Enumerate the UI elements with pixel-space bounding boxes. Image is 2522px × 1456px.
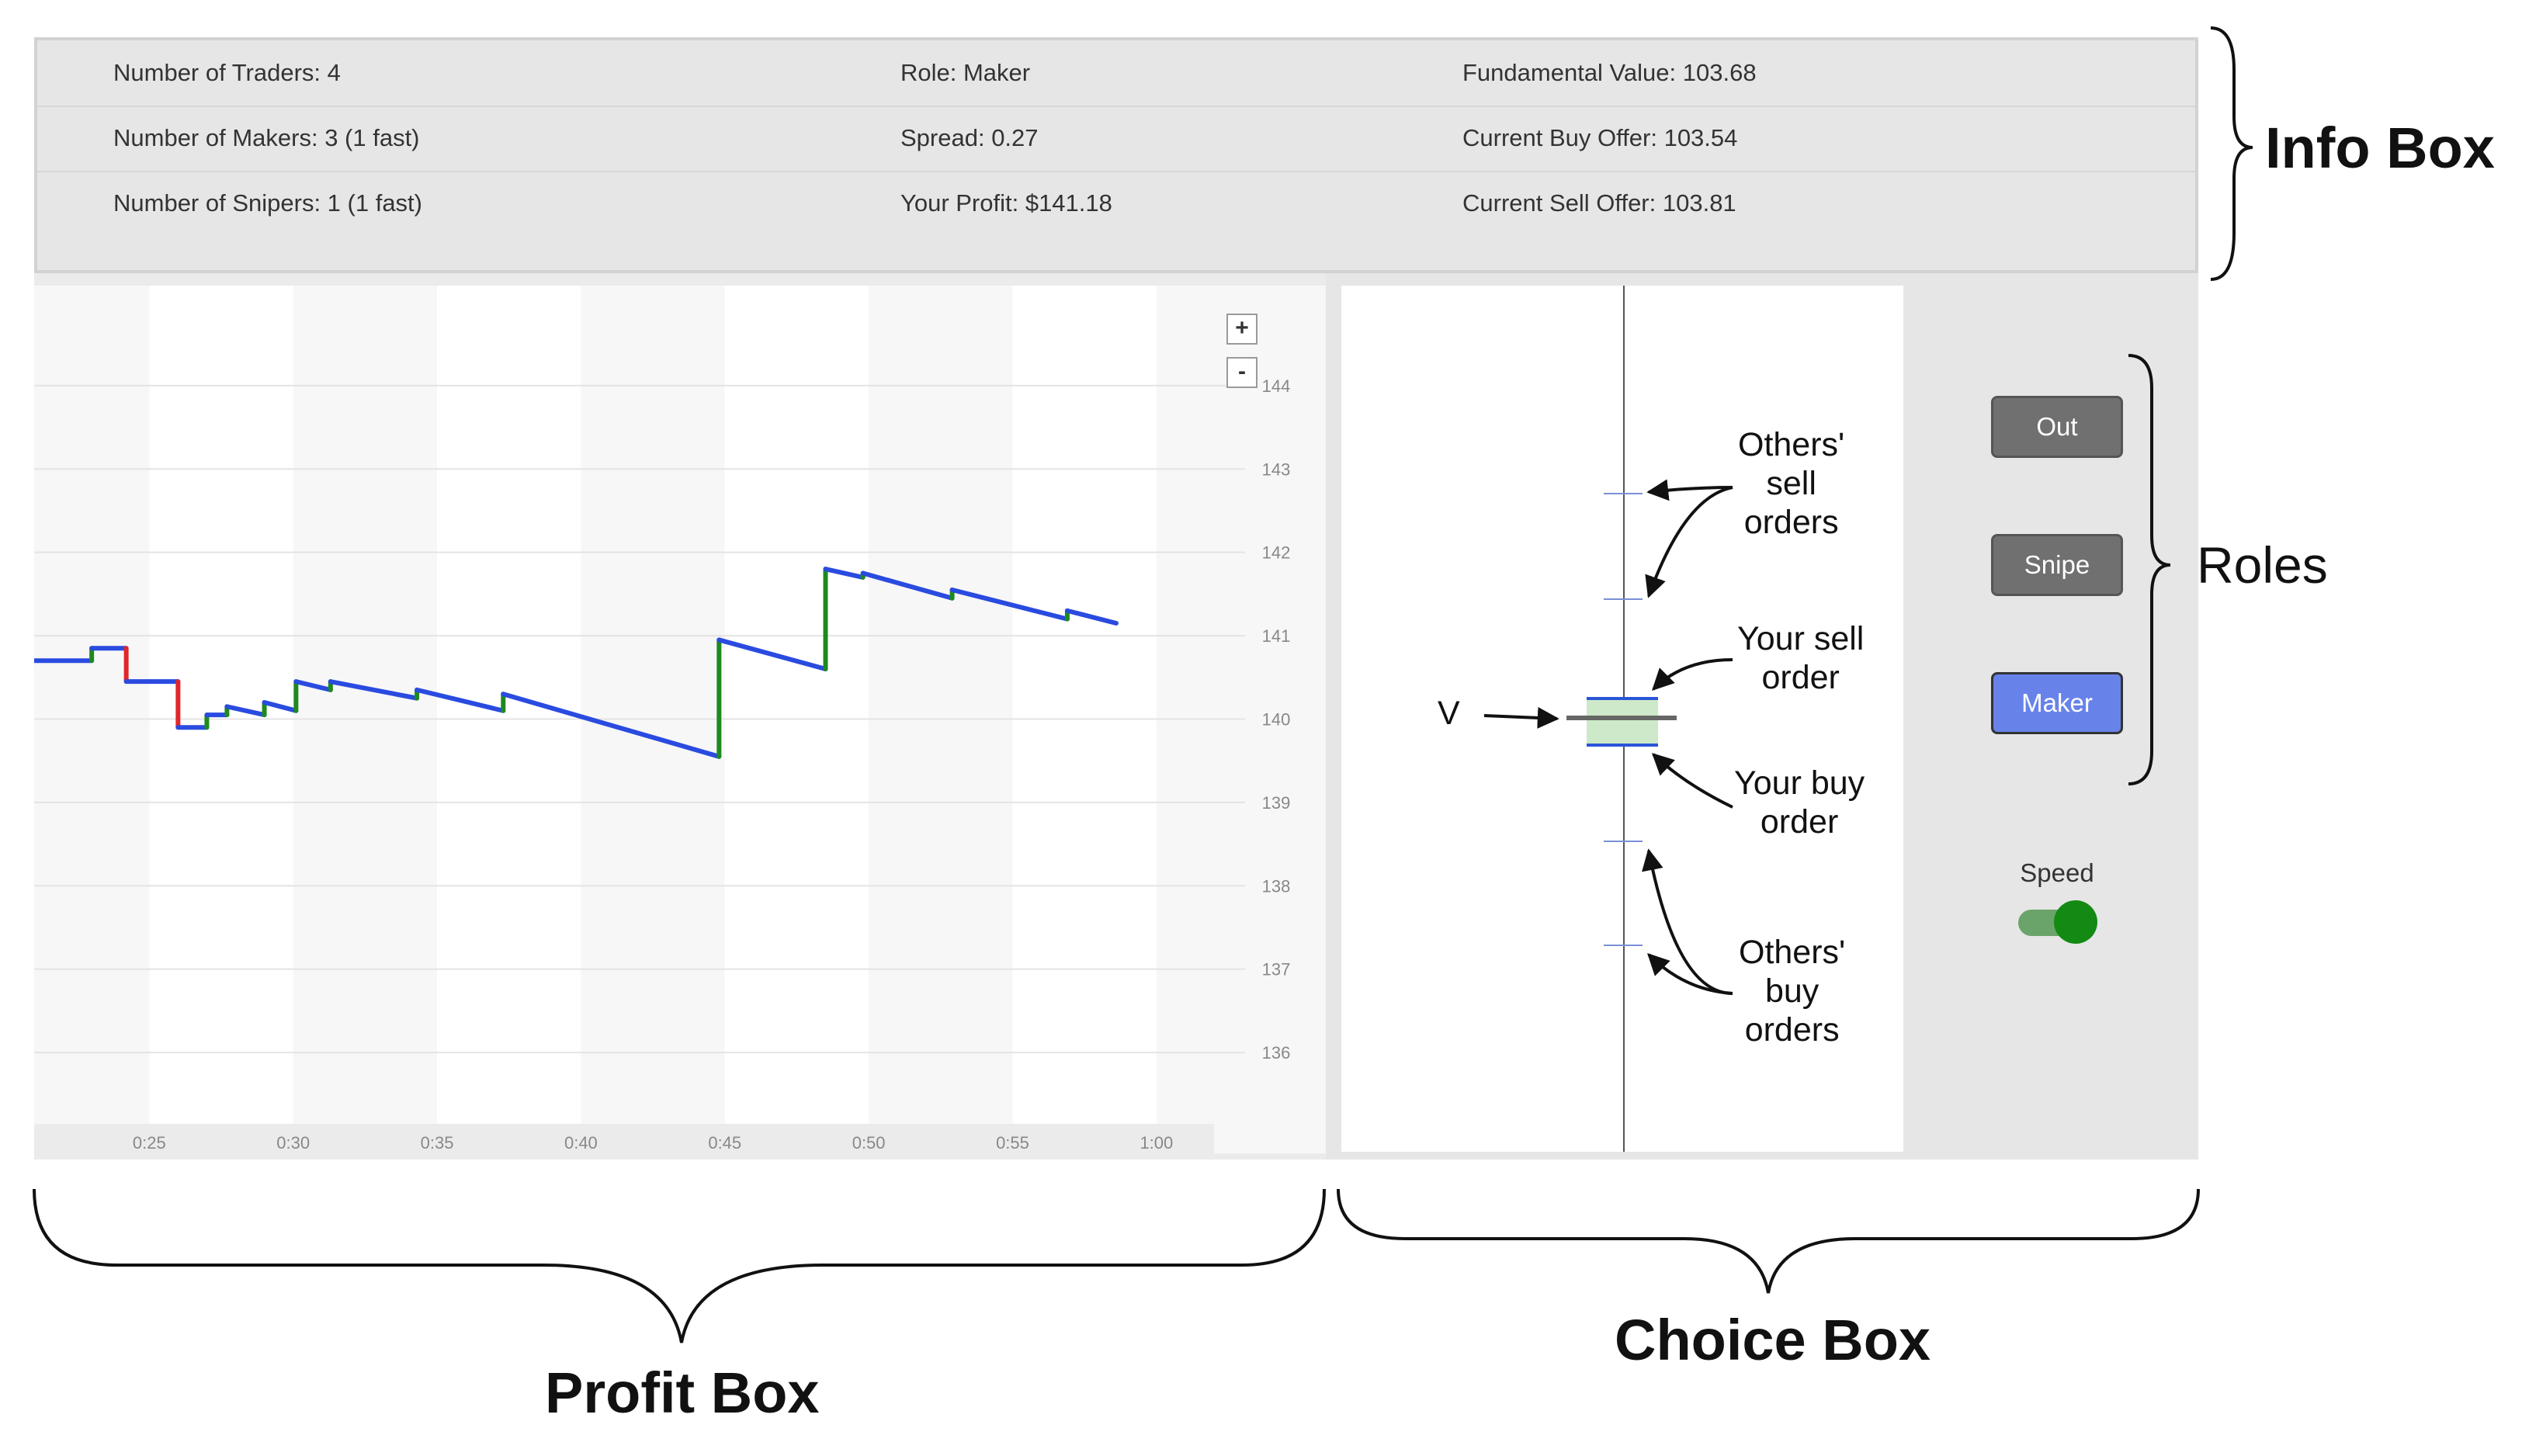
profit-line-segment <box>262 700 299 713</box>
profit-line-segment <box>1064 608 1119 626</box>
profit-line-segment <box>823 567 866 580</box>
profit-box: 144 143 142 141 140 139 138 137 136 0:25 0:30 0:35… <box>34 273 1326 1160</box>
speed-toggle-knob[interactable] <box>2054 900 2097 944</box>
y-tick-label: 140 <box>1262 709 1291 729</box>
number-of-makers: Number of Makers: 3 (1 fast) <box>113 124 420 151</box>
profit-box-label: Profit Box <box>545 1361 820 1425</box>
x-tick-label: 0:25 <box>133 1133 166 1153</box>
x-tick-label: 0:45 <box>708 1133 741 1153</box>
profit-line-segment <box>415 687 506 713</box>
current-buy-offer: Current Buy Offer: 103.54 <box>1462 124 1738 151</box>
profit-box-brace <box>33 1188 1326 1343</box>
your-buy-order-label: Your buy order <box>1734 764 1865 841</box>
x-tick-label: 0:55 <box>996 1133 1029 1153</box>
time-band <box>869 286 1013 1124</box>
role-out-button[interactable]: Out <box>1991 396 2123 458</box>
profit-line-segment <box>716 637 828 672</box>
time-band <box>581 286 725 1124</box>
order-ladder[interactable] <box>1341 286 1903 1152</box>
roles-label: Roles <box>2197 536 2328 594</box>
spread-zone <box>1587 699 1658 747</box>
profit-chart: 144 143 142 141 140 139 138 137 136 0:25 0:30 0:35… <box>34 286 1326 1153</box>
choice-box-brace <box>1337 1188 2200 1294</box>
fundamental-value: Fundamental Value: 103.68 <box>1462 59 1757 86</box>
profit-line-segment <box>328 679 420 701</box>
zoom-out-button[interactable]: - <box>1226 357 1258 388</box>
info-row: Number of Snipers: 1 (1 fast) Your Profi… <box>37 171 2195 236</box>
choice-box-label: Choice Box <box>1615 1308 1931 1372</box>
info-box: Number of Traders: 4 Role: Maker Fundame… <box>34 37 2198 273</box>
y-tick-label: 142 <box>1262 543 1291 563</box>
x-tick-label: 0:35 <box>421 1133 454 1153</box>
profit-line-segment <box>860 570 955 601</box>
info-row: Number of Makers: 3 (1 fast) Spread: 0.2… <box>37 106 2195 172</box>
time-band <box>293 286 438 1124</box>
x-tick-label: 0:50 <box>852 1133 886 1153</box>
x-tick-label: 0:40 <box>564 1133 598 1153</box>
y-tick-label: 139 <box>1262 793 1291 813</box>
y-tick-label: 136 <box>1262 1043 1291 1063</box>
number-of-snipers: Number of Snipers: 1 (1 fast) <box>113 189 422 217</box>
others-sell-orders-label: Others' sell orders <box>1738 426 1845 541</box>
time-band <box>34 286 150 1124</box>
current-sell-offer: Current Sell Offer: 103.81 <box>1462 189 1736 217</box>
y-tick-label: 141 <box>1262 626 1291 646</box>
x-tick-label: 0:30 <box>276 1133 310 1153</box>
y-tick-label: 144 <box>1262 376 1291 396</box>
number-of-traders: Number of Traders: 4 <box>113 59 341 86</box>
order-ladder-graphic <box>1566 286 1677 1152</box>
profit-line-segment <box>501 692 722 759</box>
v-label: V <box>1438 695 1460 732</box>
info-row: Number of Traders: 4 Role: Maker Fundame… <box>37 40 2195 107</box>
speed-toggle[interactable] <box>2018 900 2099 944</box>
profit-line-segment <box>293 679 333 692</box>
zoom-in-button[interactable]: + <box>1226 314 1258 345</box>
your-sell-order-label: Your sell order <box>1737 620 1865 696</box>
y-tick-label: 143 <box>1262 459 1291 479</box>
time-band <box>1156 286 1214 1124</box>
spread-value: Spread: 0.27 <box>900 124 1039 151</box>
x-tick-label: 1:00 <box>1140 1133 1173 1153</box>
role-snipe-button[interactable]: Snipe <box>1991 534 2123 596</box>
role-value: Role: Maker <box>900 59 1031 86</box>
profit-line-segment <box>224 704 267 718</box>
your-profit: Your Profit: $141.18 <box>900 189 1112 217</box>
info-box-label: Info Box <box>2265 116 2495 180</box>
others-buy-orders-label: Others' buy orders <box>1739 934 1846 1049</box>
y-tick-label: 138 <box>1262 876 1291 896</box>
info-box-brace <box>2210 26 2253 281</box>
role-maker-button[interactable]: Maker <box>1991 672 2123 734</box>
y-tick-label: 137 <box>1262 960 1291 979</box>
profit-line-segment <box>949 588 1070 622</box>
speed-label: Speed <box>2020 858 2094 887</box>
